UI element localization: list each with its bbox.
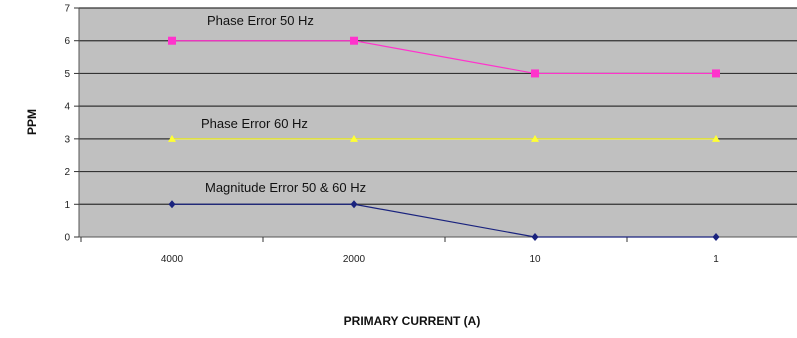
series-line — [172, 40, 716, 75]
series-line — [172, 203, 716, 238]
y-tick-label: 4 — [64, 102, 70, 113]
x-tick-label: 10 — [529, 254, 541, 265]
series-labels: Phase Error 50 Hz Phase Error 60 Hz Magnit… — [201, 13, 366, 195]
y-axis-title: PPM — [25, 109, 39, 135]
series-layer — [168, 36, 720, 241]
y-tick-label: 5 — [64, 69, 70, 80]
axis-ticks: 0 1 2 3 4 5 6 7 4000 2000 10 1 — [64, 4, 719, 266]
data-point — [168, 134, 176, 142]
data-point — [712, 69, 720, 78]
y-tick-label: 7 — [64, 4, 70, 15]
series-label: Phase Error 50 Hz — [207, 13, 314, 28]
data-point — [712, 134, 720, 142]
data-point — [350, 36, 358, 45]
y-tick-label: 3 — [64, 134, 70, 145]
data-point — [350, 134, 358, 142]
x-tick-label: 1 — [713, 254, 719, 265]
y-tick-label: 2 — [64, 167, 70, 178]
series-label: Phase Error 60 Hz — [201, 116, 308, 131]
plot-area — [79, 8, 797, 237]
series-label: Magnitude Error 50 & 60 Hz — [205, 180, 366, 195]
data-point — [531, 233, 539, 241]
data-point — [712, 233, 720, 241]
data-point — [531, 134, 539, 142]
y-tick-label: 1 — [64, 200, 70, 211]
x-tick-label: 2000 — [343, 254, 366, 265]
data-point — [531, 69, 539, 78]
x-tick-label: 4000 — [161, 254, 184, 265]
x-axis-title: PRIMARY CURRENT (A) — [344, 314, 481, 328]
data-point — [350, 200, 358, 209]
data-point — [168, 36, 176, 45]
y-tick-label: 0 — [64, 233, 70, 244]
data-point — [168, 200, 176, 209]
y-tick-label: 6 — [64, 36, 70, 47]
